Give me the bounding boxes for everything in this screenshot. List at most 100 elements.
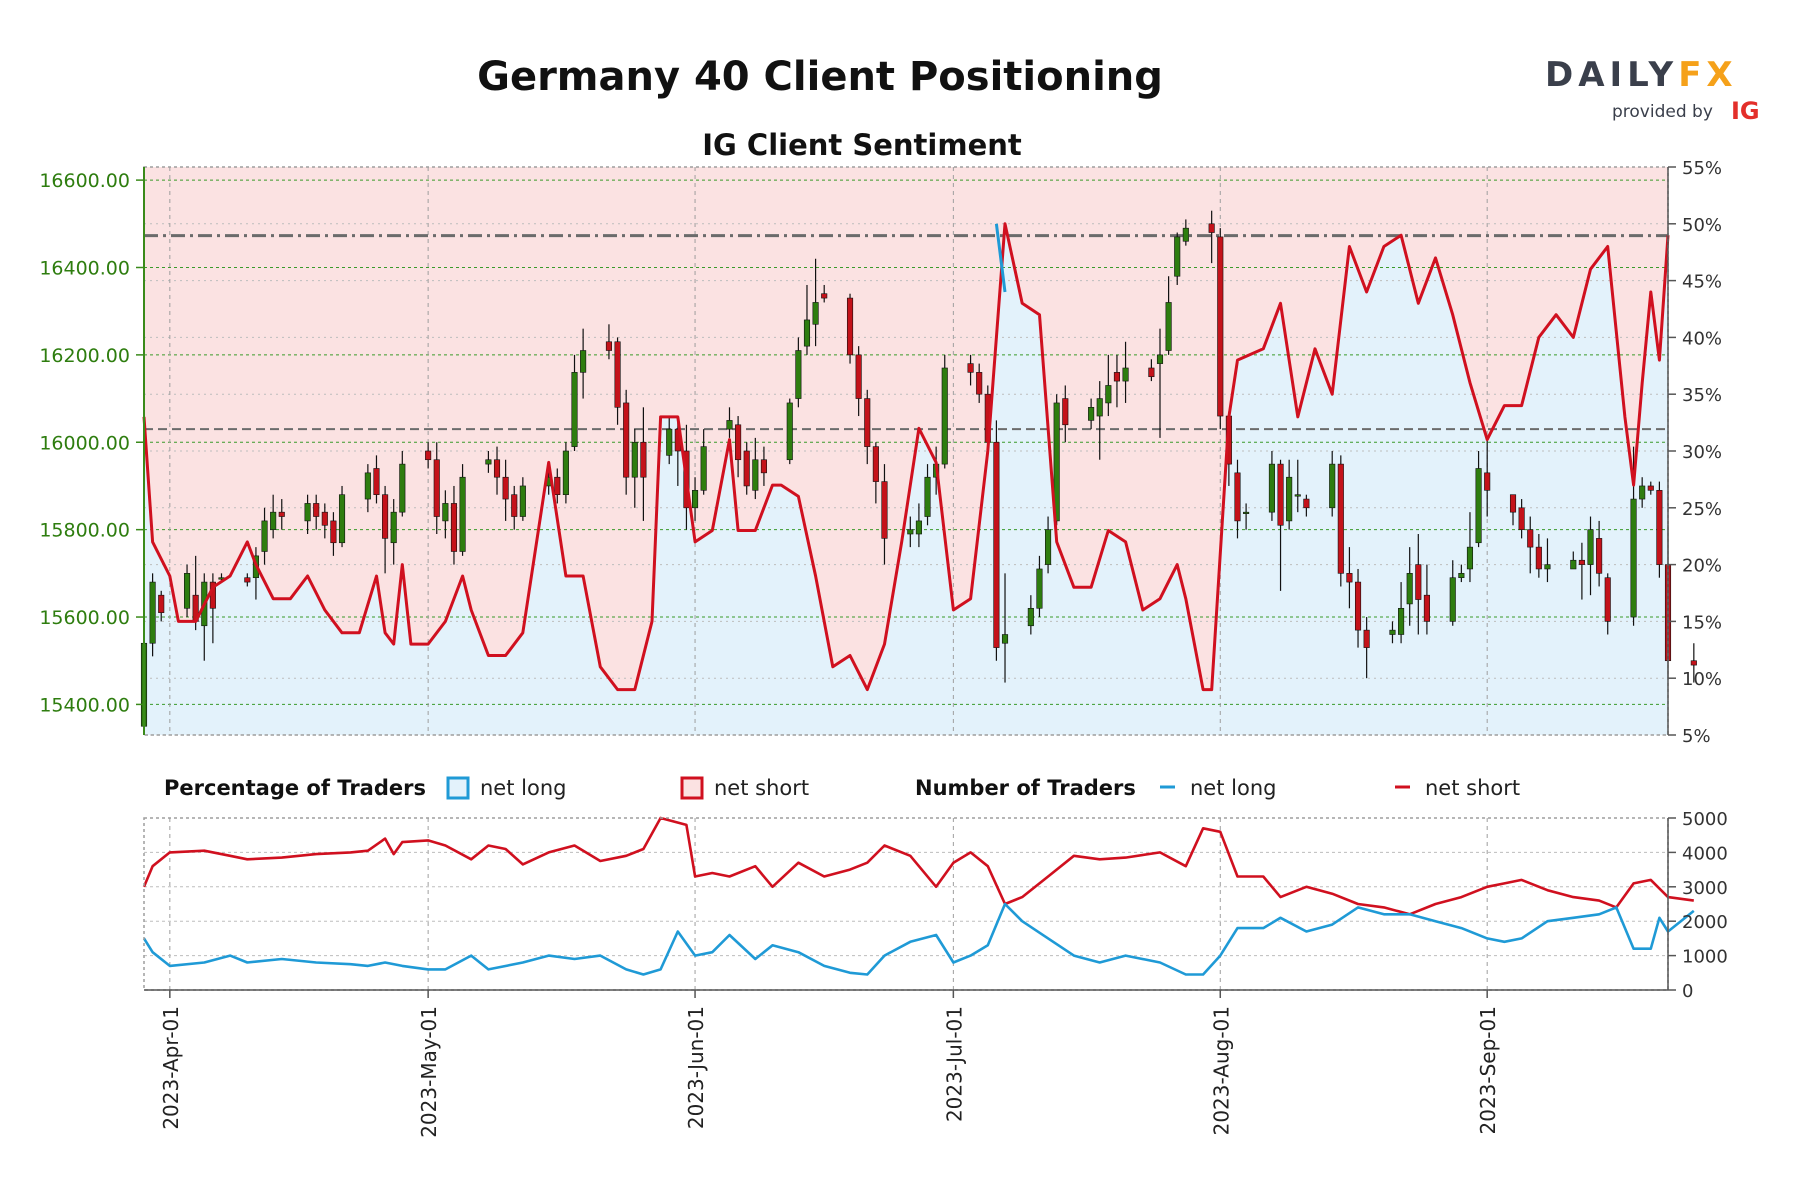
candle-down	[1423, 594, 1430, 622]
candle-down	[872, 446, 879, 482]
count-lines	[142, 816, 1695, 976]
price-tick-label: 16600.00	[39, 170, 130, 192]
candle-down	[1113, 372, 1120, 382]
candle-up	[519, 485, 526, 517]
candle-up	[1027, 607, 1034, 627]
candle-up	[1466, 546, 1474, 570]
candle-down	[614, 341, 621, 408]
logo-fx: FX	[1678, 55, 1737, 95]
dailyfx-logo: DAILYFX provided by IG	[1545, 55, 1760, 125]
candle-up	[442, 503, 449, 522]
percent-tick-label: 30%	[1682, 442, 1722, 463]
candle-down	[864, 398, 871, 447]
candle-down	[1647, 485, 1654, 491]
candle-down	[1690, 660, 1697, 666]
candle-down	[433, 459, 440, 517]
candle-up	[803, 319, 811, 347]
candle-down	[993, 441, 1000, 648]
candle-up	[1544, 564, 1551, 570]
candle-down	[1535, 546, 1542, 570]
candle-up	[580, 350, 587, 373]
candle-up	[1156, 354, 1164, 364]
candle-down	[554, 476, 561, 495]
legend-net-short-swatch	[680, 776, 704, 800]
candle-up	[1398, 607, 1405, 635]
candle-up	[941, 367, 948, 465]
candle-up	[924, 476, 931, 517]
candle-up	[1268, 463, 1275, 513]
candle-up	[1165, 302, 1172, 351]
candle-up	[1449, 577, 1456, 622]
candle-down	[640, 441, 647, 478]
count-tick-label: 1000	[1682, 947, 1728, 968]
candle-up	[184, 573, 191, 609]
candle-down	[1346, 573, 1353, 583]
candle-down	[1484, 472, 1491, 491]
candle-down	[821, 293, 828, 299]
count-tick-label: 5000	[1682, 809, 1728, 830]
candle-up	[485, 459, 492, 465]
candle-down	[1596, 538, 1603, 574]
candle-up	[915, 520, 922, 535]
candle-down	[967, 363, 974, 373]
percent-tick-label: 25%	[1682, 499, 1722, 520]
legend-net-long-swatch	[446, 776, 470, 800]
candle-down	[1234, 472, 1241, 522]
candle-up	[399, 463, 406, 513]
candle-down	[1337, 463, 1344, 574]
candle-up	[1389, 629, 1396, 635]
candle-down	[855, 354, 862, 399]
candle-down	[1208, 223, 1215, 233]
legend-num-short: net short	[1425, 776, 1520, 800]
candle-down	[846, 297, 854, 356]
logo-provided-by: provided by	[1612, 102, 1713, 122]
candle-down	[1354, 581, 1362, 631]
candle-up	[459, 476, 466, 552]
count-tick-label: 2000	[1682, 912, 1728, 933]
price-tick-label: 15800.00	[39, 520, 130, 542]
candle-down	[605, 341, 612, 351]
reference-lines	[144, 234, 1668, 431]
candle-down	[425, 450, 432, 461]
count-tick-label: 0	[1682, 981, 1693, 1002]
candle-up	[562, 450, 569, 495]
candle-down	[1604, 577, 1611, 622]
candle-down	[976, 372, 983, 395]
candle-up	[261, 520, 268, 552]
candle-up	[1329, 463, 1336, 509]
candle-up	[786, 402, 793, 461]
price-tick-label: 15600.00	[39, 607, 130, 629]
candle-down	[881, 481, 888, 539]
legend-num-long: net long	[1190, 776, 1276, 800]
candle-up	[1045, 529, 1052, 565]
candle-up	[907, 529, 914, 535]
percent-tick-label: 55%	[1682, 158, 1722, 179]
legend-pct-long: net long	[480, 776, 566, 800]
candle-down	[1303, 498, 1310, 509]
logo-daily: DAILY	[1545, 55, 1678, 95]
percent-tick-label: 40%	[1682, 328, 1722, 349]
date-tick-label: 2023-May-01	[417, 1006, 441, 1138]
legend-pct-heading: Percentage of Traders	[164, 776, 426, 800]
candle-up	[1243, 511, 1250, 514]
date-tick-label: 2023-Jul-01	[942, 1006, 966, 1122]
candle-up	[1630, 498, 1637, 618]
candle-down	[382, 494, 389, 539]
candle-up	[1639, 485, 1646, 500]
candle-up	[1458, 573, 1465, 579]
candle-down	[244, 577, 251, 583]
price-tick-label: 16400.00	[39, 257, 130, 279]
candle-up	[1088, 407, 1095, 421]
candle-up	[666, 428, 673, 456]
count-net-long-line	[142, 902, 1695, 976]
candle-down	[330, 520, 337, 544]
candle-up	[692, 490, 699, 509]
percent-tick-label: 35%	[1682, 385, 1722, 406]
candle-up	[1036, 568, 1043, 609]
candle-up	[1587, 529, 1594, 565]
candle-up	[812, 302, 819, 325]
candle-down	[158, 594, 165, 613]
price-axis-ticks: 15400.00 15600.00 15800.00 16000.00 16200.00…	[39, 170, 144, 716]
candle-up	[1053, 402, 1060, 522]
candle-up	[1570, 559, 1577, 570]
